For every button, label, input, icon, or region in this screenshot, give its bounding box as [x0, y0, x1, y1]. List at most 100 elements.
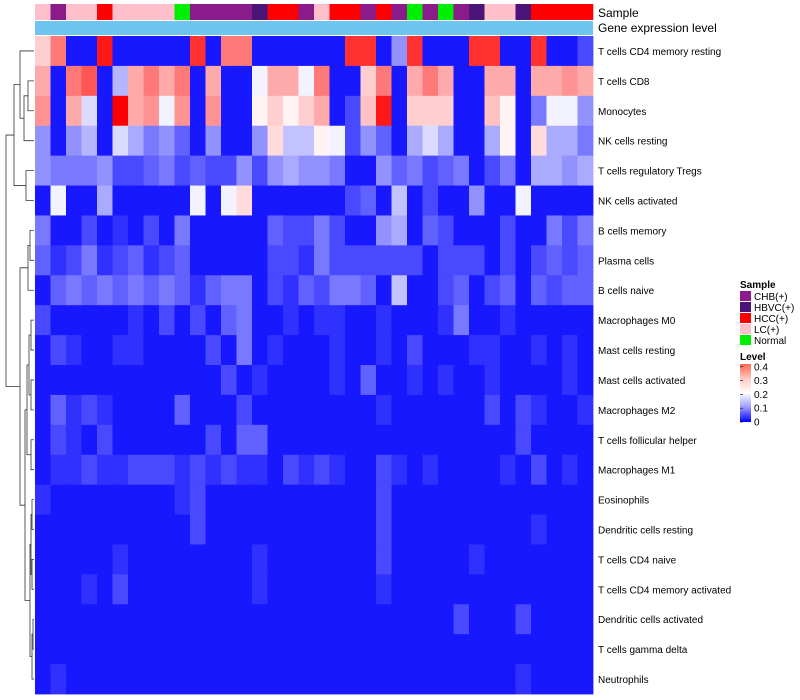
heatmap-cell: [97, 36, 113, 67]
heatmap-cell: [546, 454, 563, 486]
heatmap-cell: [50, 305, 67, 336]
heatmap-cell: [174, 604, 191, 635]
heatmap-cell: [407, 454, 423, 486]
heatmap-cell: [360, 484, 377, 515]
heatmap-cell: [376, 484, 392, 515]
heatmap-cell: [531, 365, 547, 396]
heatmap-cell: [159, 65, 175, 97]
heatmap-cell: [329, 65, 346, 97]
heatmap-cell: [221, 544, 237, 575]
heatmap-cell: [562, 454, 578, 486]
sample-annotation-cell: [562, 4, 578, 20]
heatmap-cell: [66, 95, 82, 127]
annotation-bars: [35, 4, 594, 35]
heatmap-cell: [112, 65, 129, 97]
heatmap-cell: [97, 664, 113, 695]
heatmap-cell: [50, 65, 67, 97]
heatmap-cell: [190, 604, 206, 635]
heatmap-cell: [66, 185, 82, 216]
heatmap-cell: [298, 394, 315, 426]
heatmap-cell: [236, 424, 253, 456]
heatmap-cell: [236, 95, 253, 127]
row-label: Eosinophils: [598, 496, 649, 507]
heatmap-cell: [81, 125, 98, 157]
heatmap-cell: [252, 275, 268, 306]
heatmap-cell: [577, 125, 594, 157]
heatmap-cell: [453, 634, 470, 665]
heatmap-cell: [236, 454, 253, 486]
sample-annotation-cell: [35, 4, 51, 20]
heatmap-cell: [66, 484, 82, 515]
heatmap-cell: [407, 335, 423, 366]
heatmap-cell: [66, 514, 82, 545]
heatmap-cell: [407, 514, 423, 545]
heatmap-cell: [252, 604, 268, 635]
heatmap-cell: [469, 155, 485, 186]
heatmap-cell: [422, 365, 439, 396]
heatmap-cell: [484, 275, 501, 306]
heatmap-cell: [422, 634, 439, 665]
sample-annotation-cell: [345, 4, 361, 20]
heatmap-cell: [267, 544, 284, 575]
heatmap-cell: [360, 245, 377, 276]
heatmap-cell: [546, 484, 563, 515]
heatmap-cell: [484, 155, 501, 186]
heatmap-cell: [236, 125, 253, 157]
heatmap-cell: [50, 574, 67, 605]
heatmap-cell: [314, 454, 330, 486]
heatmap-cell: [407, 424, 423, 456]
heatmap-cell: [112, 155, 129, 186]
heatmap-cell: [438, 424, 454, 456]
heatmap-cell: [128, 245, 144, 276]
heatmap-cell: [81, 245, 98, 276]
heatmap-cell: [298, 185, 315, 216]
heatmap-cell: [66, 424, 82, 456]
legend-tick-label: 0.3: [754, 376, 768, 387]
heatmap-cell: [252, 185, 268, 216]
heatmap-cell: [438, 484, 454, 515]
heatmap-cell: [128, 574, 144, 605]
heatmap-cell: [159, 574, 175, 605]
heatmap-cell: [484, 215, 501, 246]
heatmap-cell: [221, 185, 237, 216]
heatmap-cell: [500, 634, 516, 665]
heatmap-cell: [128, 275, 144, 306]
heatmap-cell: [360, 215, 377, 246]
heatmap-cell: [360, 275, 377, 306]
heatmap-cell: [267, 36, 284, 67]
heatmap-cell: [531, 125, 547, 157]
heatmap-cell: [391, 245, 408, 276]
heatmap-cell: [298, 155, 315, 186]
heatmap-cell: [35, 664, 51, 695]
heatmap-cell: [484, 574, 501, 605]
heatmap-cell: [314, 424, 330, 456]
heatmap-cell: [190, 245, 206, 276]
heatmap-cell: [531, 305, 547, 336]
heatmap-cell: [562, 245, 578, 276]
legend-swatch: [740, 302, 751, 312]
heatmap-cell: [577, 305, 594, 336]
heatmap-cell: [159, 185, 175, 216]
row-label: B cells naive: [598, 286, 655, 297]
heatmap-cell: [500, 514, 516, 545]
heatmap-cell: [50, 604, 67, 635]
heatmap-cell: [190, 335, 206, 366]
heatmap-cell: [407, 185, 423, 216]
heatmap-cell: [283, 275, 299, 306]
heatmap-cell: [546, 215, 563, 246]
heatmap-cell: [329, 185, 346, 216]
heatmap-cell: [391, 275, 408, 306]
heatmap-cell: [484, 335, 501, 366]
heatmap-cell: [205, 305, 222, 336]
heatmap-cell: [267, 365, 284, 396]
heatmap-cell: [97, 634, 113, 665]
heatmap-cell: [174, 245, 191, 276]
heatmap-cell: [577, 574, 594, 605]
heatmap-cell: [345, 634, 361, 665]
heatmap-cell: [407, 305, 423, 336]
heatmap-cell: [515, 245, 532, 276]
heatmap-cell: [205, 664, 222, 695]
heatmap-cell: [66, 275, 82, 306]
heatmap-cell: [112, 574, 129, 605]
heatmap-cell: [469, 544, 485, 575]
